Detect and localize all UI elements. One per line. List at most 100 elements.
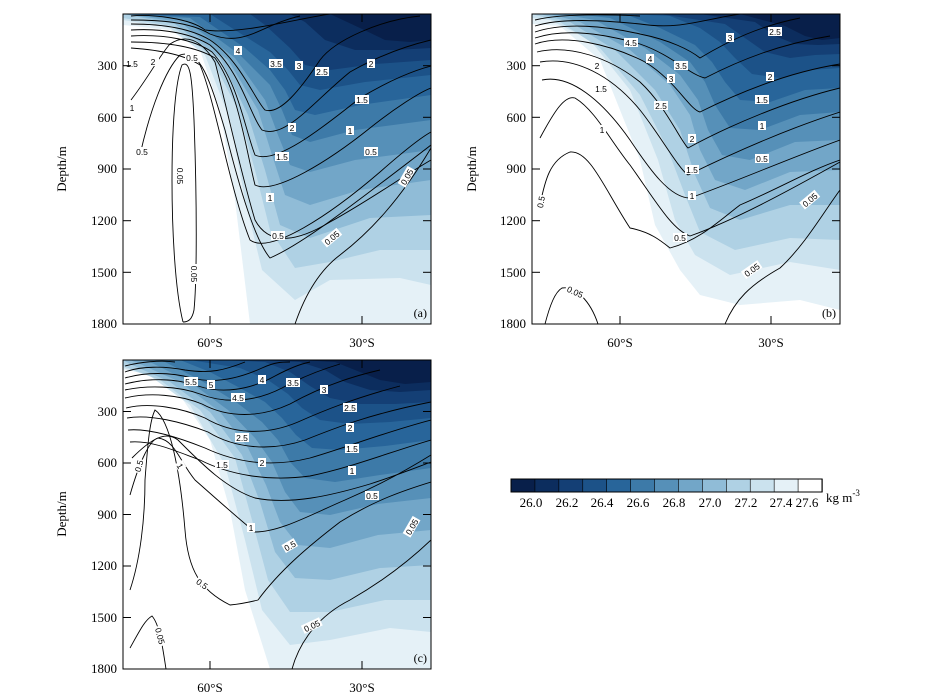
contour-label: 1.5 (595, 84, 607, 94)
contour-label: 3 (728, 33, 733, 43)
panel-tag: (b) (822, 306, 836, 320)
panel-b-contours (534, 14, 840, 324)
y-tick-label: 1500 (91, 265, 117, 280)
colorbar-cell (702, 478, 728, 493)
colorbar-tick-label: 26.8 (663, 495, 686, 510)
y-tick-label: 1500 (91, 610, 117, 625)
colorbar-cell (534, 478, 560, 493)
contour-label: 2 (595, 61, 600, 71)
x-tick-label: 60°S (197, 335, 222, 350)
colorbar: 26.0 26.2 26.4 26.6 26.8 27.0 27.2 27.4 … (510, 478, 860, 510)
contour-label: 2 (260, 458, 265, 468)
colorbar-tick-label: 27.6 (796, 495, 819, 510)
contour-label: 2 (768, 72, 773, 82)
colorbar-cells (510, 478, 823, 493)
contour-label: 0.05 (153, 627, 167, 646)
contour-label: 0.5 (674, 233, 686, 243)
contour-label: 1 (600, 125, 605, 135)
contour-label: 0.5 (756, 154, 768, 164)
contour-label: 0.5 (535, 195, 547, 209)
contour-label: 0.5 (366, 491, 378, 501)
colorbar-cell (797, 478, 823, 493)
y-axis-title: Depth/m (54, 146, 69, 192)
y-tick-label: 300 (98, 58, 118, 73)
colorbar-unit-exponent: -3 (852, 488, 860, 498)
contour-label: 2 (369, 59, 374, 69)
panel-c-contour-labels: 5.5 5 4.5 4 3.5 3 2.5 2 2.5 1.5 2 1.5 1 … (132, 375, 421, 647)
panel-b-density-field (532, 14, 840, 310)
y-tick-label: 900 (507, 161, 527, 176)
colorbar-tick-label: 27.0 (699, 495, 722, 510)
panel-c-ticks (123, 360, 431, 669)
colorbar-cell (726, 478, 751, 493)
contour-label: 2.5 (655, 101, 667, 111)
colorbar-unit-text: kg m (826, 490, 852, 505)
panel-b-contour-labels: 4.5 4 3 3.5 2.5 2 1.5 2.5 3 2 1.5 1 1 2 … (534, 27, 821, 300)
contour-label: 4.5 (232, 393, 244, 403)
contour-label: 4 (260, 375, 265, 385)
colorbar-cell (606, 478, 632, 493)
panel-b-ticks (532, 14, 840, 324)
contour-label: 1 (350, 466, 355, 476)
contour-label: 3 (297, 61, 302, 71)
contour-label: 0.5 (365, 147, 377, 157)
contour-label: 1 (690, 191, 695, 201)
contour-label: 1 (249, 523, 254, 533)
contour-label: 3 (669, 74, 674, 84)
y-tick-label: 1200 (91, 213, 117, 228)
y-tick-label: 300 (98, 404, 118, 419)
y-tick-label: 1200 (91, 558, 117, 573)
y-tick-label: 900 (98, 507, 118, 522)
x-tick-label: 60°S (607, 335, 632, 350)
contour-label: 1 (130, 103, 135, 113)
y-tick-label: 1200 (500, 213, 526, 228)
contour-label: 2 (151, 57, 156, 67)
y-tick-label: 1800 (500, 316, 526, 331)
contour-label: 2 (690, 134, 695, 144)
panel-tag: (c) (414, 651, 427, 665)
contour-label: 2.5 (236, 433, 248, 443)
contour-label: 2.5 (344, 403, 356, 413)
contour-label: 1.5 (356, 95, 368, 105)
contour-label: 4 (648, 54, 653, 64)
contour-label: 1.5 (216, 460, 228, 470)
colorbar-cell (510, 478, 536, 493)
y-tick-label: 600 (98, 455, 118, 470)
colorbar-tick-labels: 26.0 26.2 26.4 26.6 26.8 27.0 27.2 27.4 … (520, 495, 819, 510)
contour-label: 1.5 (686, 165, 698, 175)
panel-tag: (a) (414, 306, 427, 320)
colorbar-cell (654, 478, 680, 493)
contour-label: 0.5 (186, 53, 198, 63)
y-axis-title: Depth/m (54, 491, 69, 537)
y-tick-label: 900 (98, 161, 118, 176)
y-axis-title: Depth/m (464, 146, 479, 192)
panel-a: 1.5 2 1 0.5 0.05 0.5 4 3.5 3 2.5 2 1.5 2… (54, 13, 432, 350)
contour-label: 0.05 (189, 266, 199, 283)
contour-label: 2.5 (316, 67, 328, 77)
colorbar-cell (773, 478, 799, 493)
contour-label: 5.5 (185, 377, 197, 387)
panel-a-ticks (123, 14, 431, 324)
contour-label: 3.5 (675, 61, 687, 71)
contour-label: 1 (348, 126, 353, 136)
colorbar-tick-label: 26.2 (556, 495, 579, 510)
contour-label: 1.5 (756, 95, 768, 105)
panel-c: 5.5 5 4.5 4 3.5 3 2.5 2 2.5 1.5 2 1.5 1 … (54, 359, 432, 695)
colorbar-cell (630, 478, 656, 493)
contour-label: 1.5 (276, 152, 288, 162)
contour-label: 3.5 (287, 378, 299, 388)
x-tick-label: 30°S (349, 335, 374, 350)
colorbar-tick-label: 26.0 (520, 495, 543, 510)
x-tick-label: 30°S (758, 335, 783, 350)
contour-label: 1 (760, 121, 765, 131)
contour-label: 1 (174, 461, 185, 470)
y-tick-label: 300 (507, 58, 527, 73)
contour-label: 0.05 (175, 168, 185, 185)
y-tick-label: 600 (98, 110, 118, 125)
contour-label: 0.5 (272, 231, 284, 241)
contour-label: 4.5 (625, 38, 637, 48)
colorbar-cell (678, 478, 704, 493)
colorbar-cell (749, 478, 775, 493)
colorbar-frame (510, 478, 823, 493)
